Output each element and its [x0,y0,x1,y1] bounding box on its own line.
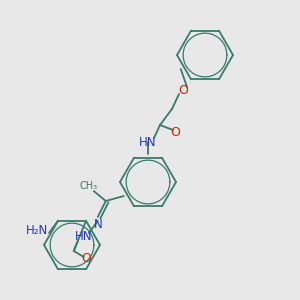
Text: N: N [93,218,102,230]
Text: O: O [81,253,91,266]
Text: H₂N: H₂N [26,224,48,238]
Text: CH₃: CH₃ [80,181,98,191]
Text: HN: HN [139,136,157,148]
Text: O: O [170,125,180,139]
Text: HN: HN [75,230,92,244]
Text: O: O [178,83,188,97]
